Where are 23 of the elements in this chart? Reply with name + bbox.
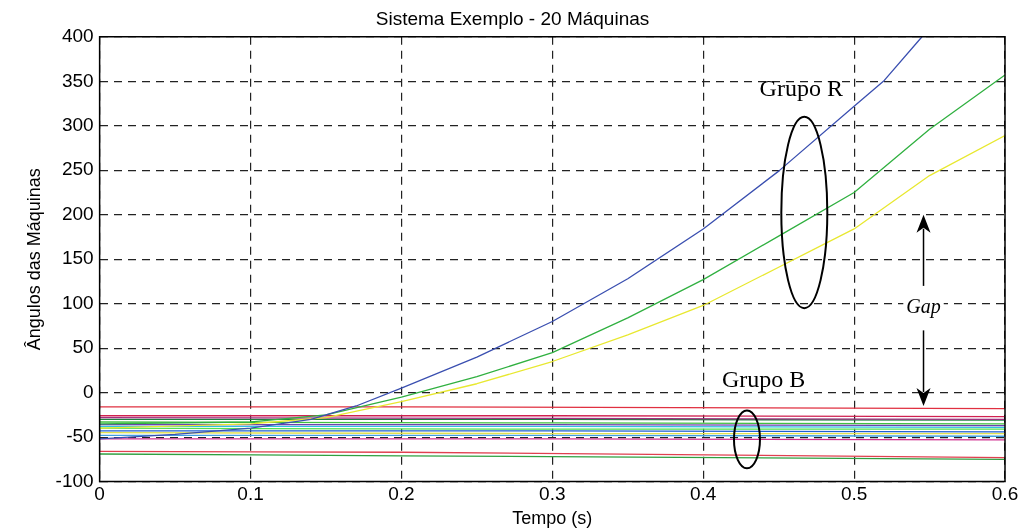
y-axis-title: Ângulos das Máquinas xyxy=(23,168,44,351)
chart-title: Sistema Exemplo - 20 Máquinas xyxy=(375,7,650,29)
x-tick-label: 0.4 xyxy=(690,483,717,505)
y-tick-label: 100 xyxy=(61,291,94,313)
annotation: Gap xyxy=(906,295,941,319)
x-tick-label: 0.6 xyxy=(991,483,1019,505)
y-tick-label: 400 xyxy=(61,25,94,47)
x-tick-label: 0.5 xyxy=(840,483,868,505)
annotation: Grupo R xyxy=(759,75,843,102)
y-tick-label: -100 xyxy=(55,469,94,491)
y-tick-label: 350 xyxy=(61,69,94,91)
y-tick-label: 150 xyxy=(61,247,94,269)
y-tick-label: 50 xyxy=(72,336,94,358)
y-tick-label: -50 xyxy=(66,425,94,447)
y-tick-label: 0 xyxy=(83,380,94,402)
x-tick-label: 0.2 xyxy=(388,483,415,505)
x-tick-label: 0.1 xyxy=(237,483,264,505)
annotation: Grupo B xyxy=(721,366,806,393)
x-tick-label: 0.3 xyxy=(539,483,566,505)
y-tick-label: 200 xyxy=(61,202,94,224)
y-tick-label: 250 xyxy=(61,158,94,180)
y-tick-label: 300 xyxy=(61,113,94,135)
x-axis-title: Tempo (s) xyxy=(512,508,593,529)
